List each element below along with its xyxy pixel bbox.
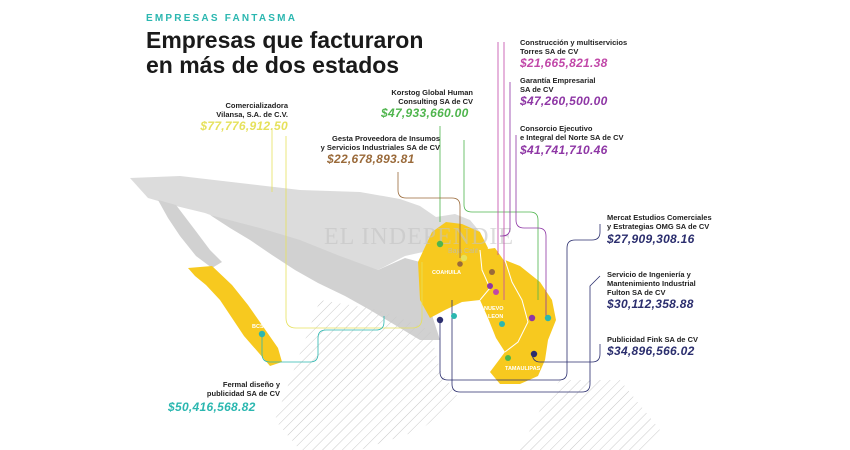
state-label-nuevo-leon: NUEVO <box>484 306 504 312</box>
dot-nl-pink <box>493 289 499 295</box>
location-dots <box>258 240 552 361</box>
company-name-fulton: Servicio de Ingeniería y Mantenimiento I… <box>607 270 696 297</box>
baja-california <box>158 200 222 268</box>
company-name-fermal: Fermal diseño y publicidad SA de CV <box>206 380 280 398</box>
dot-coahuila-teal <box>451 313 457 319</box>
company-amount-fermal: $50,416,568.82 <box>168 400 256 414</box>
company-amount-fulton: $30,112,358.88 <box>607 297 694 311</box>
company-name-garantia: Garantía Empresarial SA de CV <box>520 76 596 94</box>
company-name-mercat: Mercat Estudios Comerciales y Estrategia… <box>607 213 712 231</box>
company-name-consorcio: Consorcio Ejecutivo e Integral del Norte… <box>520 124 624 142</box>
company-amount-garantia: $47,260,500.00 <box>520 94 608 108</box>
dot-nl-teal <box>499 321 505 327</box>
dot-nl-brown <box>489 269 495 275</box>
watermark: EL INDEPENDIE <box>324 224 514 250</box>
company-name-fink: Publicidad Fink SA de CV <box>607 335 698 344</box>
state-label-tamaulipas: TAMAULIPAS <box>505 366 541 372</box>
dot-nl-purple <box>487 283 493 289</box>
company-name-torres: Construcción y multiservicios Torres SA … <box>520 38 628 56</box>
company-amount-consorcio: $41,741,710.46 <box>520 143 608 157</box>
state-coahuila <box>418 222 490 318</box>
hatched-region-south <box>520 380 660 450</box>
dot-tam-purple <box>528 314 536 322</box>
mexico-land <box>210 215 440 340</box>
dot-coahuila-brown <box>457 261 463 267</box>
section-kicker: EMPRESAS FANTASMA <box>146 13 298 24</box>
hatched-region <box>275 300 460 450</box>
state-bcs <box>188 266 282 366</box>
company-name-gesta: Gesta Proveedora de Insumos y Servicios … <box>320 134 440 152</box>
company-amount-gesta: $22,678,893.81 <box>327 152 415 166</box>
company-amount-mercat: $27,909,308.16 <box>607 232 695 246</box>
dot-tam-teal <box>544 314 552 322</box>
company-amount-korstog: $47,933,660.00 <box>381 106 469 120</box>
dot-bcs <box>258 330 266 338</box>
state-label-nuevo-leon-2: LEON <box>488 314 503 320</box>
dot-coahuila-yellow <box>460 254 468 262</box>
us-land <box>130 176 480 270</box>
company-amount-fink: $34,896,566.02 <box>607 344 695 358</box>
watermark-sub: Baja Calif <box>448 248 478 255</box>
dot-tam-green <box>505 355 511 361</box>
state-label-bcs: BCS <box>252 324 264 330</box>
company-name-korstog: Korstog Global Human Consulting SA de CV <box>391 88 473 106</box>
dot-tam-navy <box>530 350 538 358</box>
company-name-vilansa: Comercializadora Vilansa, S.A. de C.V. <box>216 101 288 119</box>
connector-lines <box>261 42 601 393</box>
dot-coahuila-green <box>436 240 444 248</box>
state-border <box>479 249 529 353</box>
state-tamaulipas <box>490 260 556 384</box>
state-label-coahuila: COAHUILA <box>432 270 461 276</box>
page-title: Empresas que facturaron en más de dos es… <box>146 27 424 78</box>
company-amount-vilansa: $77,776,912.50 <box>200 119 288 133</box>
dot-coahuila-navy <box>436 316 444 324</box>
company-amount-torres: $21,665,821.38 <box>520 56 608 70</box>
